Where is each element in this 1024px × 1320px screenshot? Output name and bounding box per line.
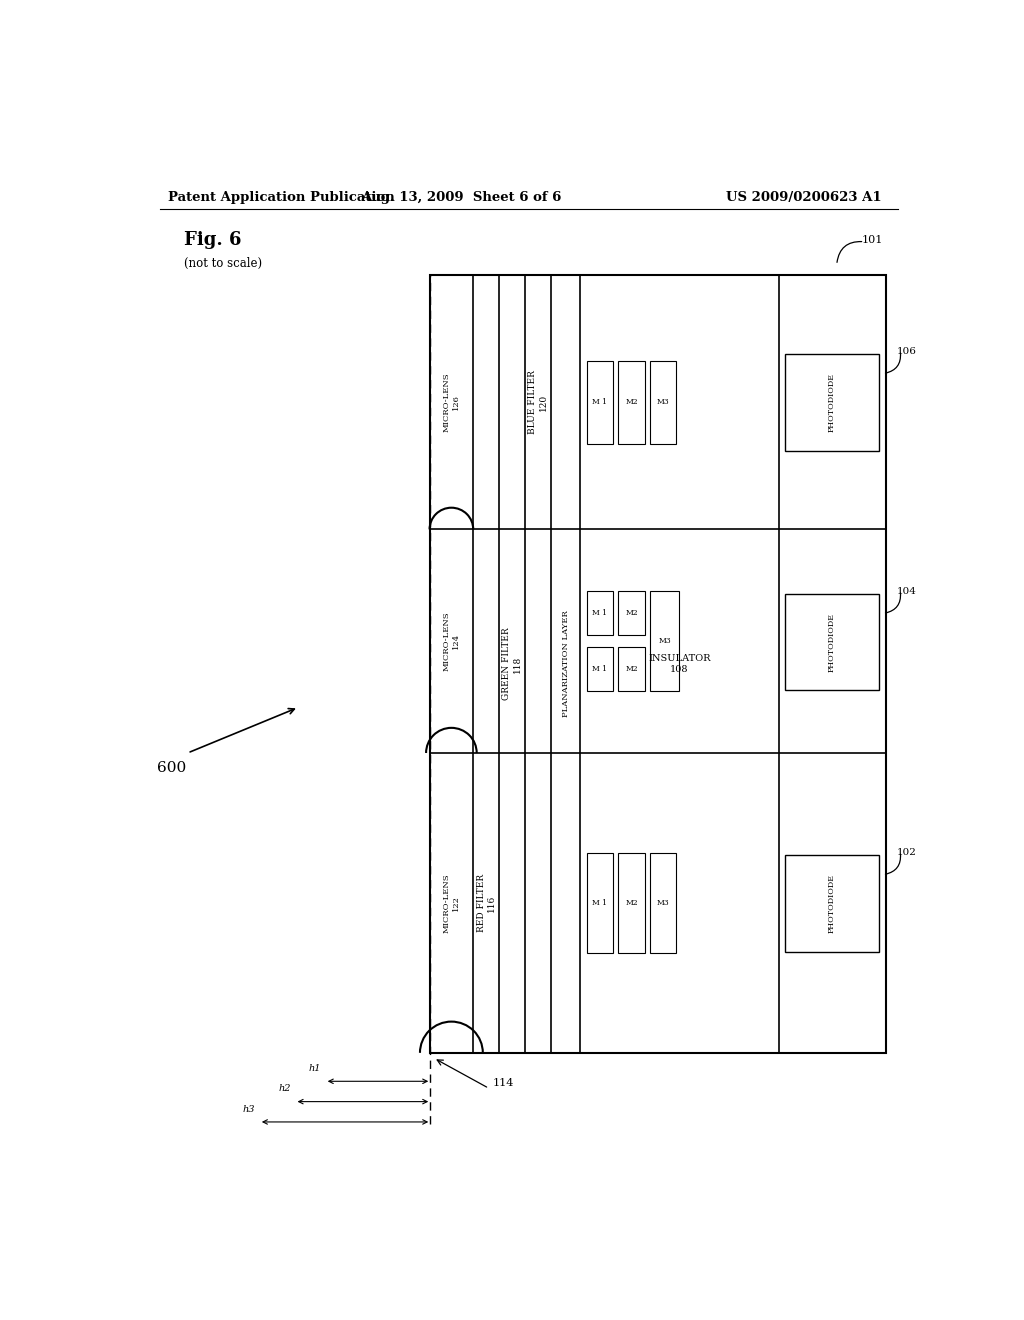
Bar [650,591,679,690]
Text: PLANARIZATION LAYER: PLANARIZATION LAYER [562,611,569,718]
Text: M2: M2 [626,399,638,407]
Text: PHOTODIODE: PHOTODIODE [828,372,836,432]
Text: Patent Application Publication: Patent Application Publication [168,190,394,203]
Bar [430,276,886,1053]
Text: M3: M3 [658,638,671,645]
Text: M 1: M 1 [592,399,607,407]
Text: MICRO-LENS
126: MICRO-LENS 126 [442,372,460,432]
Text: PHOTODIODE: PHOTODIODE [828,612,836,672]
Text: M 1: M 1 [592,665,607,673]
Bar [618,360,645,444]
Text: INSULATOR
108: INSULATOR 108 [648,655,711,673]
Text: M 1: M 1 [592,899,607,907]
Text: Aug. 13, 2009  Sheet 6 of 6: Aug. 13, 2009 Sheet 6 of 6 [361,190,561,203]
Text: M2: M2 [626,610,638,618]
Text: US 2009/0200623 A1: US 2009/0200623 A1 [726,190,882,203]
Bar [618,853,645,953]
Bar [587,360,613,444]
Text: 600: 600 [157,762,186,775]
Bar [587,853,613,953]
Text: 114: 114 [494,1078,514,1088]
Bar [618,591,645,635]
Text: M2: M2 [626,665,638,673]
Text: 104: 104 [897,587,916,597]
Text: (not to scale): (not to scale) [183,256,262,269]
Bar [785,354,879,450]
Bar [650,360,677,444]
Text: GREEN FILTER
118: GREEN FILTER 118 [503,628,522,701]
Text: MICRO-LENS
122: MICRO-LENS 122 [442,873,460,933]
Bar [618,647,645,690]
Bar [650,853,677,953]
Text: RED FILTER
116: RED FILTER 116 [476,874,496,932]
Text: h1: h1 [308,1064,321,1073]
Text: 101: 101 [862,235,884,244]
Text: M2: M2 [626,899,638,907]
Text: Fig. 6: Fig. 6 [183,231,241,248]
Text: 106: 106 [897,347,916,356]
Text: PHOTODIODE: PHOTODIODE [828,874,836,933]
Text: BLUE FILTER
120: BLUE FILTER 120 [528,371,548,434]
Bar [587,647,613,690]
Bar [785,855,879,952]
Text: h3: h3 [243,1105,255,1114]
Text: 102: 102 [897,849,916,858]
Text: MICRO-LENS
124: MICRO-LENS 124 [442,611,460,671]
Bar [785,594,879,690]
Text: h2: h2 [279,1085,291,1093]
Bar [587,591,613,635]
Text: M 1: M 1 [592,610,607,618]
Text: M3: M3 [657,399,670,407]
Text: M3: M3 [657,899,670,907]
